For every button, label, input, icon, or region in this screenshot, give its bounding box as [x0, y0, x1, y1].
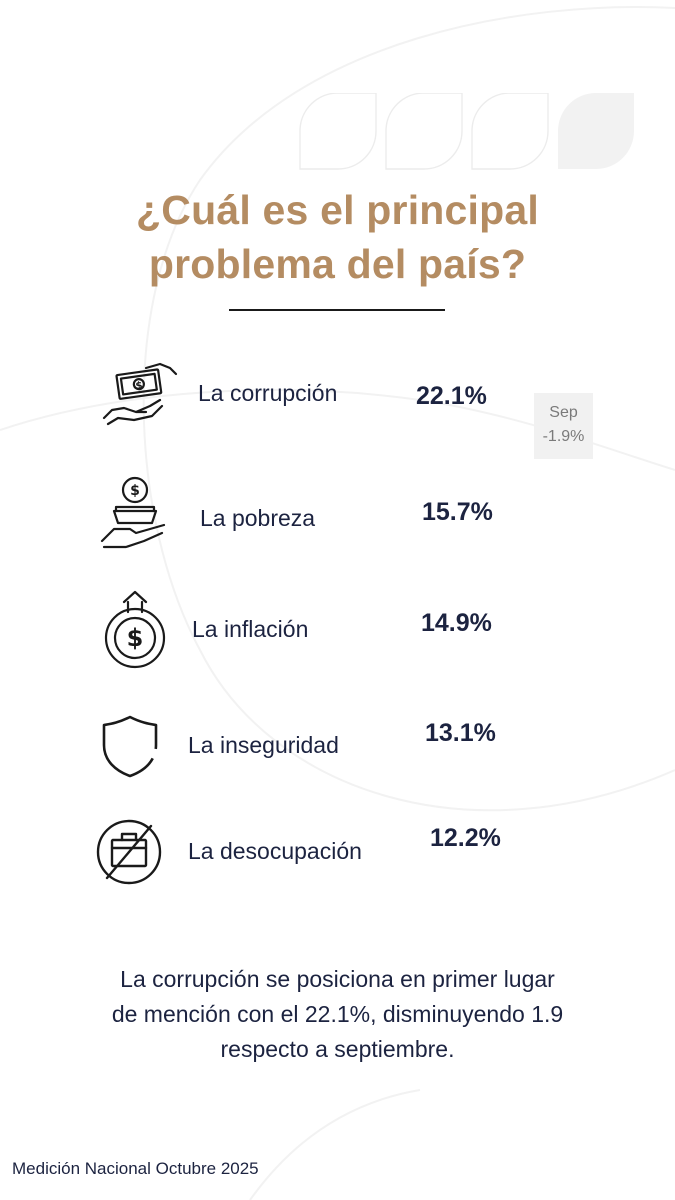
- title-divider: [229, 309, 445, 311]
- title-line-1: ¿Cuál es el principal: [136, 187, 539, 233]
- summary-line-1: La corrupción se posiciona en primer lug…: [120, 966, 555, 992]
- svg-text:$: $: [127, 624, 144, 652]
- svg-text:$: $: [130, 483, 140, 499]
- item-label-pobreza: La pobreza: [200, 505, 316, 531]
- summary-line-2: de mención con el 22.1%, disminuyendo 1.…: [111, 1001, 564, 1027]
- rising-dollar-icon: $: [104, 590, 166, 669]
- item-percent-desocupacion: 12.2%: [430, 824, 501, 852]
- item-label-desocupacion: La desocupación: [188, 838, 362, 864]
- footer-caption: Medición Nacional Octubre 2025: [12, 1159, 259, 1178]
- no-briefcase-icon: [96, 819, 162, 885]
- title-line-2: problema del país?: [148, 241, 527, 287]
- item-percent-inseguridad: 13.1%: [425, 719, 496, 747]
- item-label-corrupcion: La corrupción: [198, 380, 338, 406]
- item-label-inseguridad: La inseguridad: [188, 732, 339, 758]
- comparison-badge: Sep -1.9%: [534, 393, 593, 459]
- summary-line-3: respecto a septiembre.: [220, 1036, 455, 1062]
- comparison-month: Sep: [549, 404, 578, 421]
- svg-text:$: $: [135, 380, 143, 392]
- item-percent-pobreza: 15.7%: [422, 498, 493, 526]
- money-hand-icon: $: [102, 362, 178, 426]
- item-percent-inflacion: 14.9%: [421, 609, 492, 637]
- empty-bowl-hand-icon: $: [100, 476, 166, 549]
- summary-text: La corrupción se posiciona en primer lug…: [40, 962, 635, 1067]
- shield-icon: [102, 715, 158, 778]
- page-title: ¿Cuál es el principal problema del país?: [0, 183, 675, 291]
- comparison-delta: -1.9%: [542, 428, 585, 445]
- item-label-inflacion: La inflación: [192, 616, 309, 642]
- decorative-drops: [299, 93, 634, 170]
- item-percent-corrupcion: 22.1%: [416, 382, 487, 410]
